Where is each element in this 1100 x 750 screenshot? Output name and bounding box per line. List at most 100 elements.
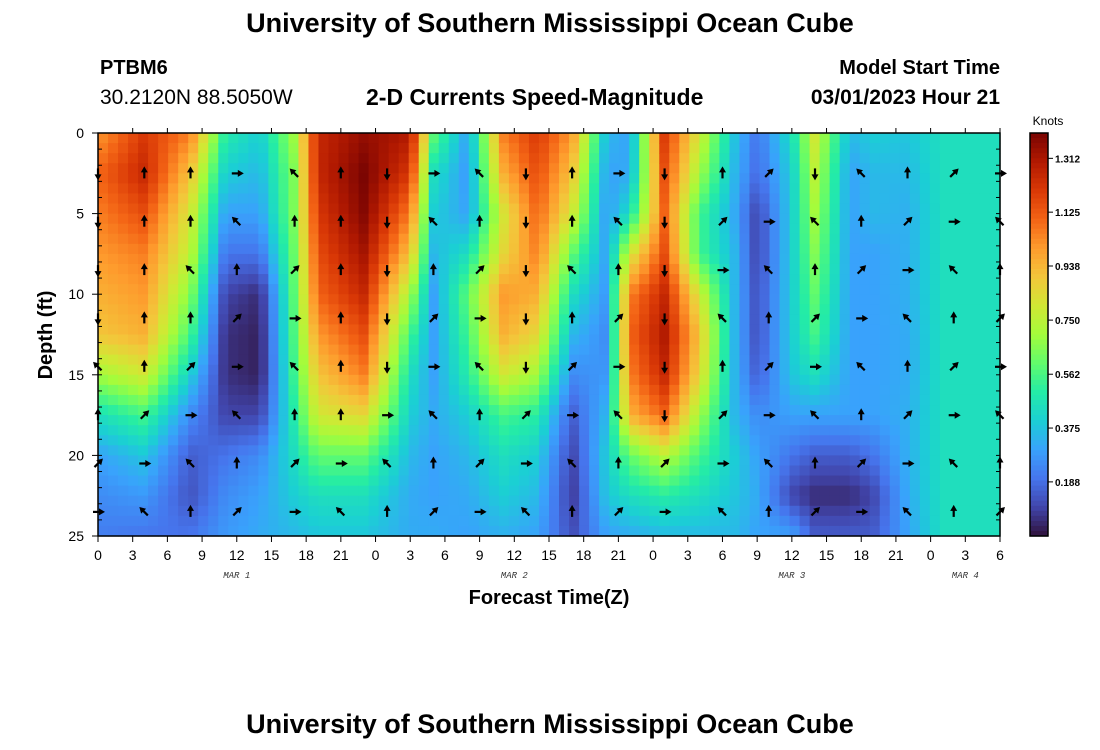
heatmap-cell bbox=[458, 243, 470, 255]
heatmap-cell bbox=[769, 485, 781, 497]
heatmap-cell bbox=[669, 515, 680, 527]
heatmap-cell bbox=[869, 133, 881, 144]
heatmap-cell bbox=[659, 525, 670, 537]
heatmap-cell bbox=[619, 133, 630, 144]
heatmap-cell bbox=[729, 515, 741, 527]
heatmap-cell bbox=[238, 384, 249, 396]
heatmap-cell bbox=[849, 163, 861, 174]
heatmap-cell bbox=[328, 133, 340, 144]
heatmap-cell bbox=[699, 415, 710, 426]
heatmap-cell bbox=[769, 405, 781, 416]
heatmap-cell bbox=[168, 485, 179, 497]
heatmap-cell bbox=[208, 415, 219, 426]
heatmap-cell bbox=[639, 364, 650, 376]
heatmap-cell bbox=[458, 284, 470, 295]
heatmap-cell bbox=[799, 515, 811, 527]
heatmap-cell bbox=[929, 425, 941, 436]
heatmap-cell bbox=[208, 133, 219, 144]
heatmap-cell bbox=[929, 475, 941, 487]
heatmap-cell bbox=[949, 274, 961, 285]
heatmap-cell bbox=[709, 495, 720, 507]
colorbar-segment bbox=[1030, 243, 1048, 250]
heatmap-cell bbox=[308, 294, 320, 305]
heatmap-cell bbox=[929, 465, 941, 477]
heatmap-cell bbox=[819, 203, 831, 215]
heatmap-cell bbox=[819, 193, 831, 205]
heatmap-cell bbox=[358, 284, 370, 295]
heatmap-cell bbox=[208, 304, 219, 315]
heatmap-cell bbox=[819, 515, 831, 527]
heatmap-cell bbox=[498, 253, 510, 265]
heatmap-cell bbox=[168, 274, 179, 285]
heatmap-cell bbox=[749, 505, 761, 517]
heatmap-cell bbox=[288, 334, 300, 346]
heatmap-cell bbox=[919, 374, 931, 386]
heatmap-cell bbox=[438, 405, 450, 416]
heatmap-cell bbox=[869, 263, 881, 275]
heatmap-cell bbox=[288, 233, 300, 245]
heatmap-cell bbox=[659, 183, 670, 195]
heatmap-cell bbox=[679, 364, 690, 376]
heatmap-cell bbox=[428, 304, 440, 315]
heatmap-cell bbox=[258, 374, 269, 386]
heatmap-cell bbox=[949, 143, 961, 154]
heatmap-cell bbox=[699, 364, 710, 376]
heatmap-cell bbox=[929, 324, 941, 336]
heatmap-cell bbox=[238, 284, 249, 295]
current-vector-arrow bbox=[383, 216, 391, 229]
heatmap-cell bbox=[769, 253, 781, 265]
y-tick-label: 20 bbox=[68, 447, 84, 463]
heatmap-cell bbox=[348, 243, 360, 255]
heatmap-cell bbox=[228, 475, 239, 487]
heatmap-cell bbox=[98, 284, 109, 295]
heatmap-cell bbox=[348, 415, 360, 426]
heatmap-cell bbox=[358, 334, 370, 346]
heatmap-cell bbox=[358, 374, 370, 386]
heatmap-cell bbox=[388, 133, 400, 144]
heatmap-cell bbox=[348, 263, 360, 275]
heatmap-cell bbox=[689, 455, 700, 467]
heatmap-cell bbox=[398, 133, 410, 144]
heatmap-cell bbox=[929, 263, 941, 275]
heatmap-cell bbox=[789, 294, 801, 305]
heatmap-cell bbox=[318, 384, 330, 396]
heatmap-cell bbox=[909, 455, 921, 467]
x-tick-label: 15 bbox=[264, 547, 280, 563]
heatmap-cell bbox=[819, 274, 831, 285]
heatmap-cell bbox=[508, 183, 520, 195]
heatmap-cell bbox=[538, 515, 550, 527]
heatmap-cell bbox=[248, 364, 259, 376]
heatmap-cell bbox=[108, 515, 119, 527]
heatmap-cell bbox=[368, 274, 380, 285]
heatmap-cell bbox=[288, 495, 300, 507]
heatmap-cell bbox=[769, 263, 781, 275]
heatmap-cell bbox=[248, 233, 259, 245]
heatmap-cell bbox=[659, 475, 670, 487]
heatmap-cell bbox=[298, 394, 310, 406]
heatmap-cell bbox=[779, 344, 791, 356]
current-vector-arrow bbox=[522, 216, 530, 229]
heatmap-cell bbox=[368, 525, 380, 537]
heatmap-cell bbox=[869, 304, 881, 315]
heatmap-cell bbox=[629, 344, 640, 356]
heatmap-cell bbox=[398, 465, 410, 477]
heatmap-cell bbox=[679, 354, 690, 366]
heatmap-cell bbox=[909, 324, 921, 336]
heatmap-cell bbox=[368, 364, 380, 376]
heatmap-cell bbox=[549, 193, 560, 205]
heatmap-cell bbox=[639, 183, 650, 195]
heatmap-cell bbox=[709, 153, 720, 164]
heatmap-cell bbox=[889, 213, 901, 225]
heatmap-cell bbox=[538, 374, 550, 386]
heatmap-cell bbox=[248, 183, 259, 195]
current-vector-arrow bbox=[187, 214, 194, 227]
heatmap-cell bbox=[108, 304, 119, 315]
heatmap-cell bbox=[398, 415, 410, 426]
heatmap-cell bbox=[609, 405, 620, 416]
heatmap-cell bbox=[258, 354, 269, 366]
current-vector-arrow bbox=[383, 361, 391, 374]
heatmap-cell bbox=[298, 213, 310, 225]
heatmap-cell bbox=[448, 153, 460, 164]
heatmap-cell bbox=[128, 223, 139, 235]
heatmap-cell bbox=[559, 223, 570, 235]
